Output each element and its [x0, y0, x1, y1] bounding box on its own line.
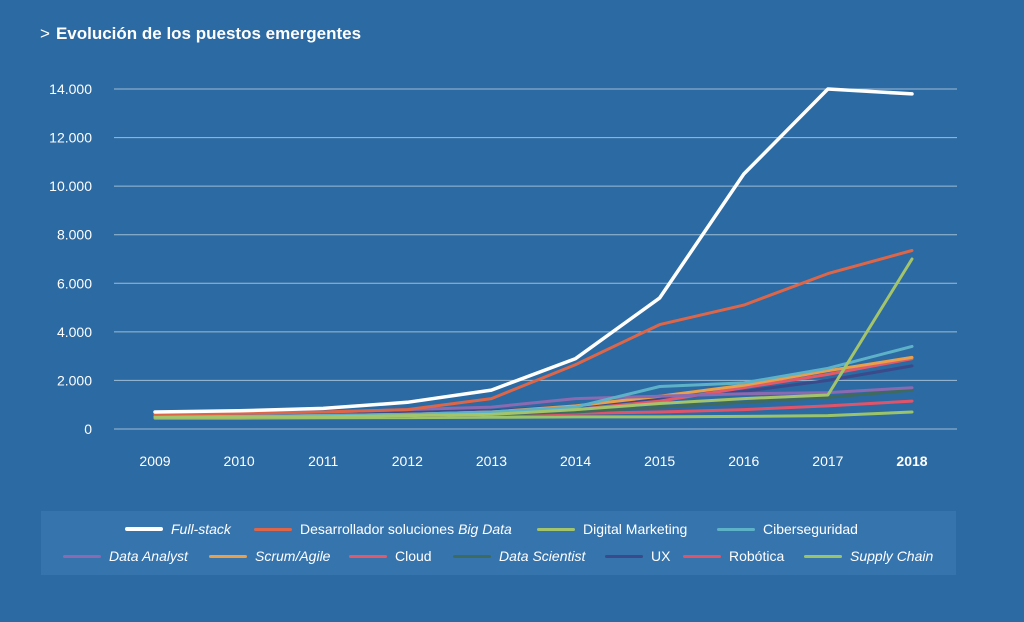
y-tick-label: 14.000	[49, 81, 92, 97]
series-lines	[153, 87, 914, 420]
legend-swatch	[349, 554, 387, 558]
y-tick-label: 6.000	[57, 275, 92, 291]
x-tick-label: 2016	[728, 453, 759, 469]
legend-item: Digital Marketing	[537, 521, 687, 537]
legend-item: Supply Chain	[804, 548, 933, 564]
legend-label: Supply Chain	[850, 548, 934, 564]
legend-item: Cloud	[349, 548, 432, 564]
y-tick-label: 12.000	[49, 130, 92, 146]
legend-item: Full-stack	[125, 521, 231, 537]
legend-label: Cloud	[395, 548, 432, 564]
legend-label: Ciberseguridad	[763, 521, 858, 537]
y-tick-label: 2.000	[57, 372, 92, 388]
legend-swatch	[717, 527, 755, 531]
legend-item: Data Scientist	[453, 548, 585, 564]
x-tick-label: 2011	[308, 453, 338, 469]
legend-label: UX	[651, 548, 671, 564]
legend-swatch	[683, 554, 721, 558]
legend-row: Data Analyst Scrum/Agile Cloud Data Scienti…	[41, 544, 956, 568]
legend-label-italic: Big Data	[458, 521, 512, 537]
legend-item: Robótica	[683, 548, 784, 564]
legend-swatch	[804, 554, 842, 558]
legend-item: Desarrollador soluciones Big Data	[254, 521, 512, 537]
x-axis: 2009 2010 2011 2012 2013 2014 2015 2016 2017 2018	[139, 453, 927, 469]
legend-item: Ciberseguridad	[717, 521, 858, 537]
series-line	[153, 257, 914, 419]
y-tick-label: 0	[84, 421, 92, 437]
legend-item: Scrum/Agile	[209, 548, 330, 564]
series-line	[153, 249, 914, 416]
y-tick-label: 10.000	[49, 178, 92, 194]
legend-swatch	[125, 527, 163, 531]
x-tick-label: 2009	[139, 453, 170, 469]
y-axis: 0 2.000 4.000 6.000 8.000 10.000 12.000 14.000	[49, 81, 92, 437]
x-tick-label: 2014	[560, 453, 591, 469]
legend-item: UX	[605, 548, 670, 564]
legend-swatch	[537, 527, 575, 531]
legend-label: Scrum/Agile	[255, 548, 331, 564]
legend-swatch	[254, 527, 292, 531]
legend-swatch	[453, 554, 491, 558]
x-tick-label: 2010	[224, 453, 255, 469]
legend-item: Data Analyst	[63, 548, 188, 564]
grid-lines	[114, 88, 957, 430]
legend-swatch	[605, 554, 643, 558]
x-tick-label: 2018	[896, 453, 927, 469]
x-tick-label: 2015	[644, 453, 675, 469]
chart-title: > Evolución de los puestos emergentes	[40, 24, 361, 44]
chart-title-text: Evolución de los puestos emergentes	[55, 24, 362, 43]
y-tick-label: 4.000	[57, 324, 92, 340]
legend-swatch	[209, 554, 247, 558]
y-tick-label: 8.000	[57, 227, 92, 243]
legend-label: Data Analyst	[109, 548, 188, 564]
legend-label: Robótica	[729, 548, 785, 564]
legend: Full-stack Desarrollador soluciones Big D…	[41, 511, 956, 575]
title-marker: >	[40, 24, 50, 43]
x-tick-label: 2013	[476, 453, 507, 469]
legend-label: Digital Marketing	[583, 521, 688, 537]
legend-swatch	[63, 554, 101, 558]
legend-label: Desarrollador soluciones	[300, 521, 455, 537]
x-tick-label: 2017	[812, 453, 843, 469]
legend-row: Full-stack Desarrollador soluciones Big D…	[41, 517, 956, 541]
x-tick-label: 2012	[392, 453, 423, 469]
series-line	[153, 87, 914, 414]
legend-label: Data Scientist	[499, 548, 586, 564]
line-chart: 02.0004.0006.0008.00010.00012.00014.000 …	[49, 81, 957, 469]
legend-label: Full-stack	[171, 521, 231, 537]
